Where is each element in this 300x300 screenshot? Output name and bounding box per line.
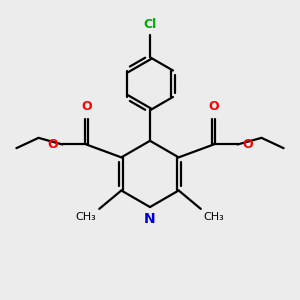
Text: Cl: Cl — [143, 19, 157, 32]
Text: CH₃: CH₃ — [204, 212, 224, 222]
Text: N: N — [144, 212, 156, 226]
Text: O: O — [81, 100, 92, 113]
Text: O: O — [242, 138, 253, 151]
Text: CH₃: CH₃ — [76, 212, 96, 222]
Text: O: O — [47, 138, 58, 151]
Text: O: O — [208, 100, 219, 113]
